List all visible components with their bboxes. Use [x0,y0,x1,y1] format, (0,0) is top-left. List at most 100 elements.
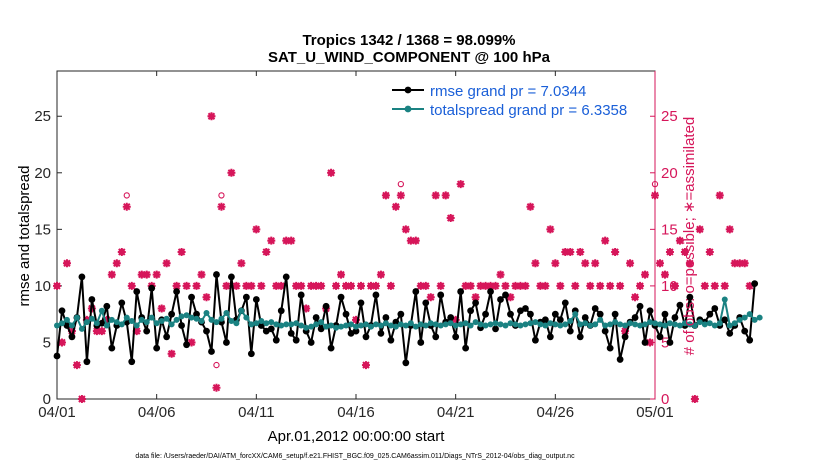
obs-assimilated-marker [252,225,261,234]
totalspread-point [63,316,70,323]
rmse-point [322,302,330,310]
obs-assimilated-marker [695,225,704,234]
rmse-point [103,302,111,310]
obs-assimilated-marker [511,281,520,290]
obs-assimilated-marker [730,259,739,268]
rmse-point [342,310,350,318]
obs-assimilated-marker [636,281,645,290]
totalspread-point [502,322,509,329]
obs-assimilated-marker [187,338,196,347]
obs-assimilated-marker [122,202,131,211]
rmse-point [307,339,315,346]
obs-assimilated-marker [551,259,560,268]
rmse-point [133,288,141,295]
rmse-point [203,327,210,335]
obs-assimilated-marker [725,225,734,234]
rmse-point [63,322,71,329]
obs-assimilated-marker [297,281,306,290]
obs-assimilated-marker [197,270,206,279]
y-tick-label-left: 0 [43,391,51,408]
y-tick-label-right: 10 [661,278,678,295]
y-tick-label-left: 20 [34,165,51,182]
totalspread-point [681,320,688,327]
plot-area: 04/01 04/06 04/11 04/16 04/21 04/26 05/0105101… [34,70,763,421]
obs-assimilated-marker [77,395,86,403]
obs-assimilated-marker [386,281,395,290]
obs-assimilated-marker [481,281,490,290]
obs-assimilated-marker [621,327,630,336]
obs-assimilated-marker [715,191,724,200]
obs-assimilated-marker [436,281,445,290]
y-tick-label-left: 25 [34,108,51,125]
obs-assimilated-marker [237,259,246,268]
x-tick-label: 04/06 [138,404,176,421]
totalspread-point [512,321,519,328]
totalspread-point [716,320,723,327]
rmse-point [686,293,694,301]
rmse-point [267,325,275,333]
obs-assimilated-marker [416,281,425,290]
obs-assimilated-marker [192,281,201,290]
totalspread-point [497,321,504,328]
rmse-point [277,307,285,315]
totalspread-point [78,325,85,332]
obs-assimilated-marker [332,281,341,290]
rmse-point [452,333,460,341]
rmse-point [257,322,265,329]
totalspread-point [482,322,489,329]
obs-assimilated-marker [631,293,640,302]
totalspread-point [572,311,579,318]
rmse-point [173,288,181,295]
rmse-point [88,296,96,303]
totalspread-point [193,315,200,322]
totalspread-point [676,322,683,329]
rmse-point [726,330,734,337]
obs-assimilated-marker [267,236,276,245]
totalspread-point [602,322,609,329]
totalspread-point [537,321,544,328]
obs-assimilated-marker [97,327,106,336]
totalspread-point [238,307,245,314]
totalspread-point [671,321,678,328]
totalspread-point [547,320,554,327]
totalspread-point [138,316,145,323]
rmse-point [287,330,295,337]
obs-assimilated-marker [735,259,744,268]
x-tick-label: 04/21 [437,404,475,421]
totalspread-point [607,321,614,328]
obs-assimilated-marker [411,236,420,245]
rmse-point [591,305,599,312]
totalspread-point [462,320,469,327]
rmse-point [108,344,116,352]
totalspread-point [412,323,419,330]
totalspread-point [647,319,654,326]
obs-assimilated-marker [665,247,674,256]
totalspread-point [372,321,379,328]
rmse-point [412,288,420,295]
totalspread-point [472,319,479,326]
rmse-point [711,305,719,312]
totalspread-point [98,307,105,314]
rmse-point [706,310,714,318]
obs-assimilated-marker [546,225,555,234]
obs-assimilated-marker [262,247,271,256]
rmse-point [596,310,604,318]
rmse-point [312,314,320,321]
obs-assimilated-marker [660,270,669,279]
totalspread-point [701,321,708,328]
totalspread-point [442,321,449,328]
rmse-point [297,291,305,299]
obs-assimilated-marker [172,281,181,290]
obs-assimilated-marker [720,281,729,290]
obs-assimilated-marker [685,259,694,268]
obs-assimilated-marker [421,281,430,290]
totalspread-point [343,322,350,329]
obs-assimilated-marker [142,270,151,279]
obs-assimilated-marker [162,259,171,268]
totalspread-point [298,322,305,329]
obs-assimilated-marker [401,225,410,234]
obs-assimilated-marker [486,281,495,290]
rmse-point [502,291,509,299]
obs-assimilated-marker [222,281,231,290]
